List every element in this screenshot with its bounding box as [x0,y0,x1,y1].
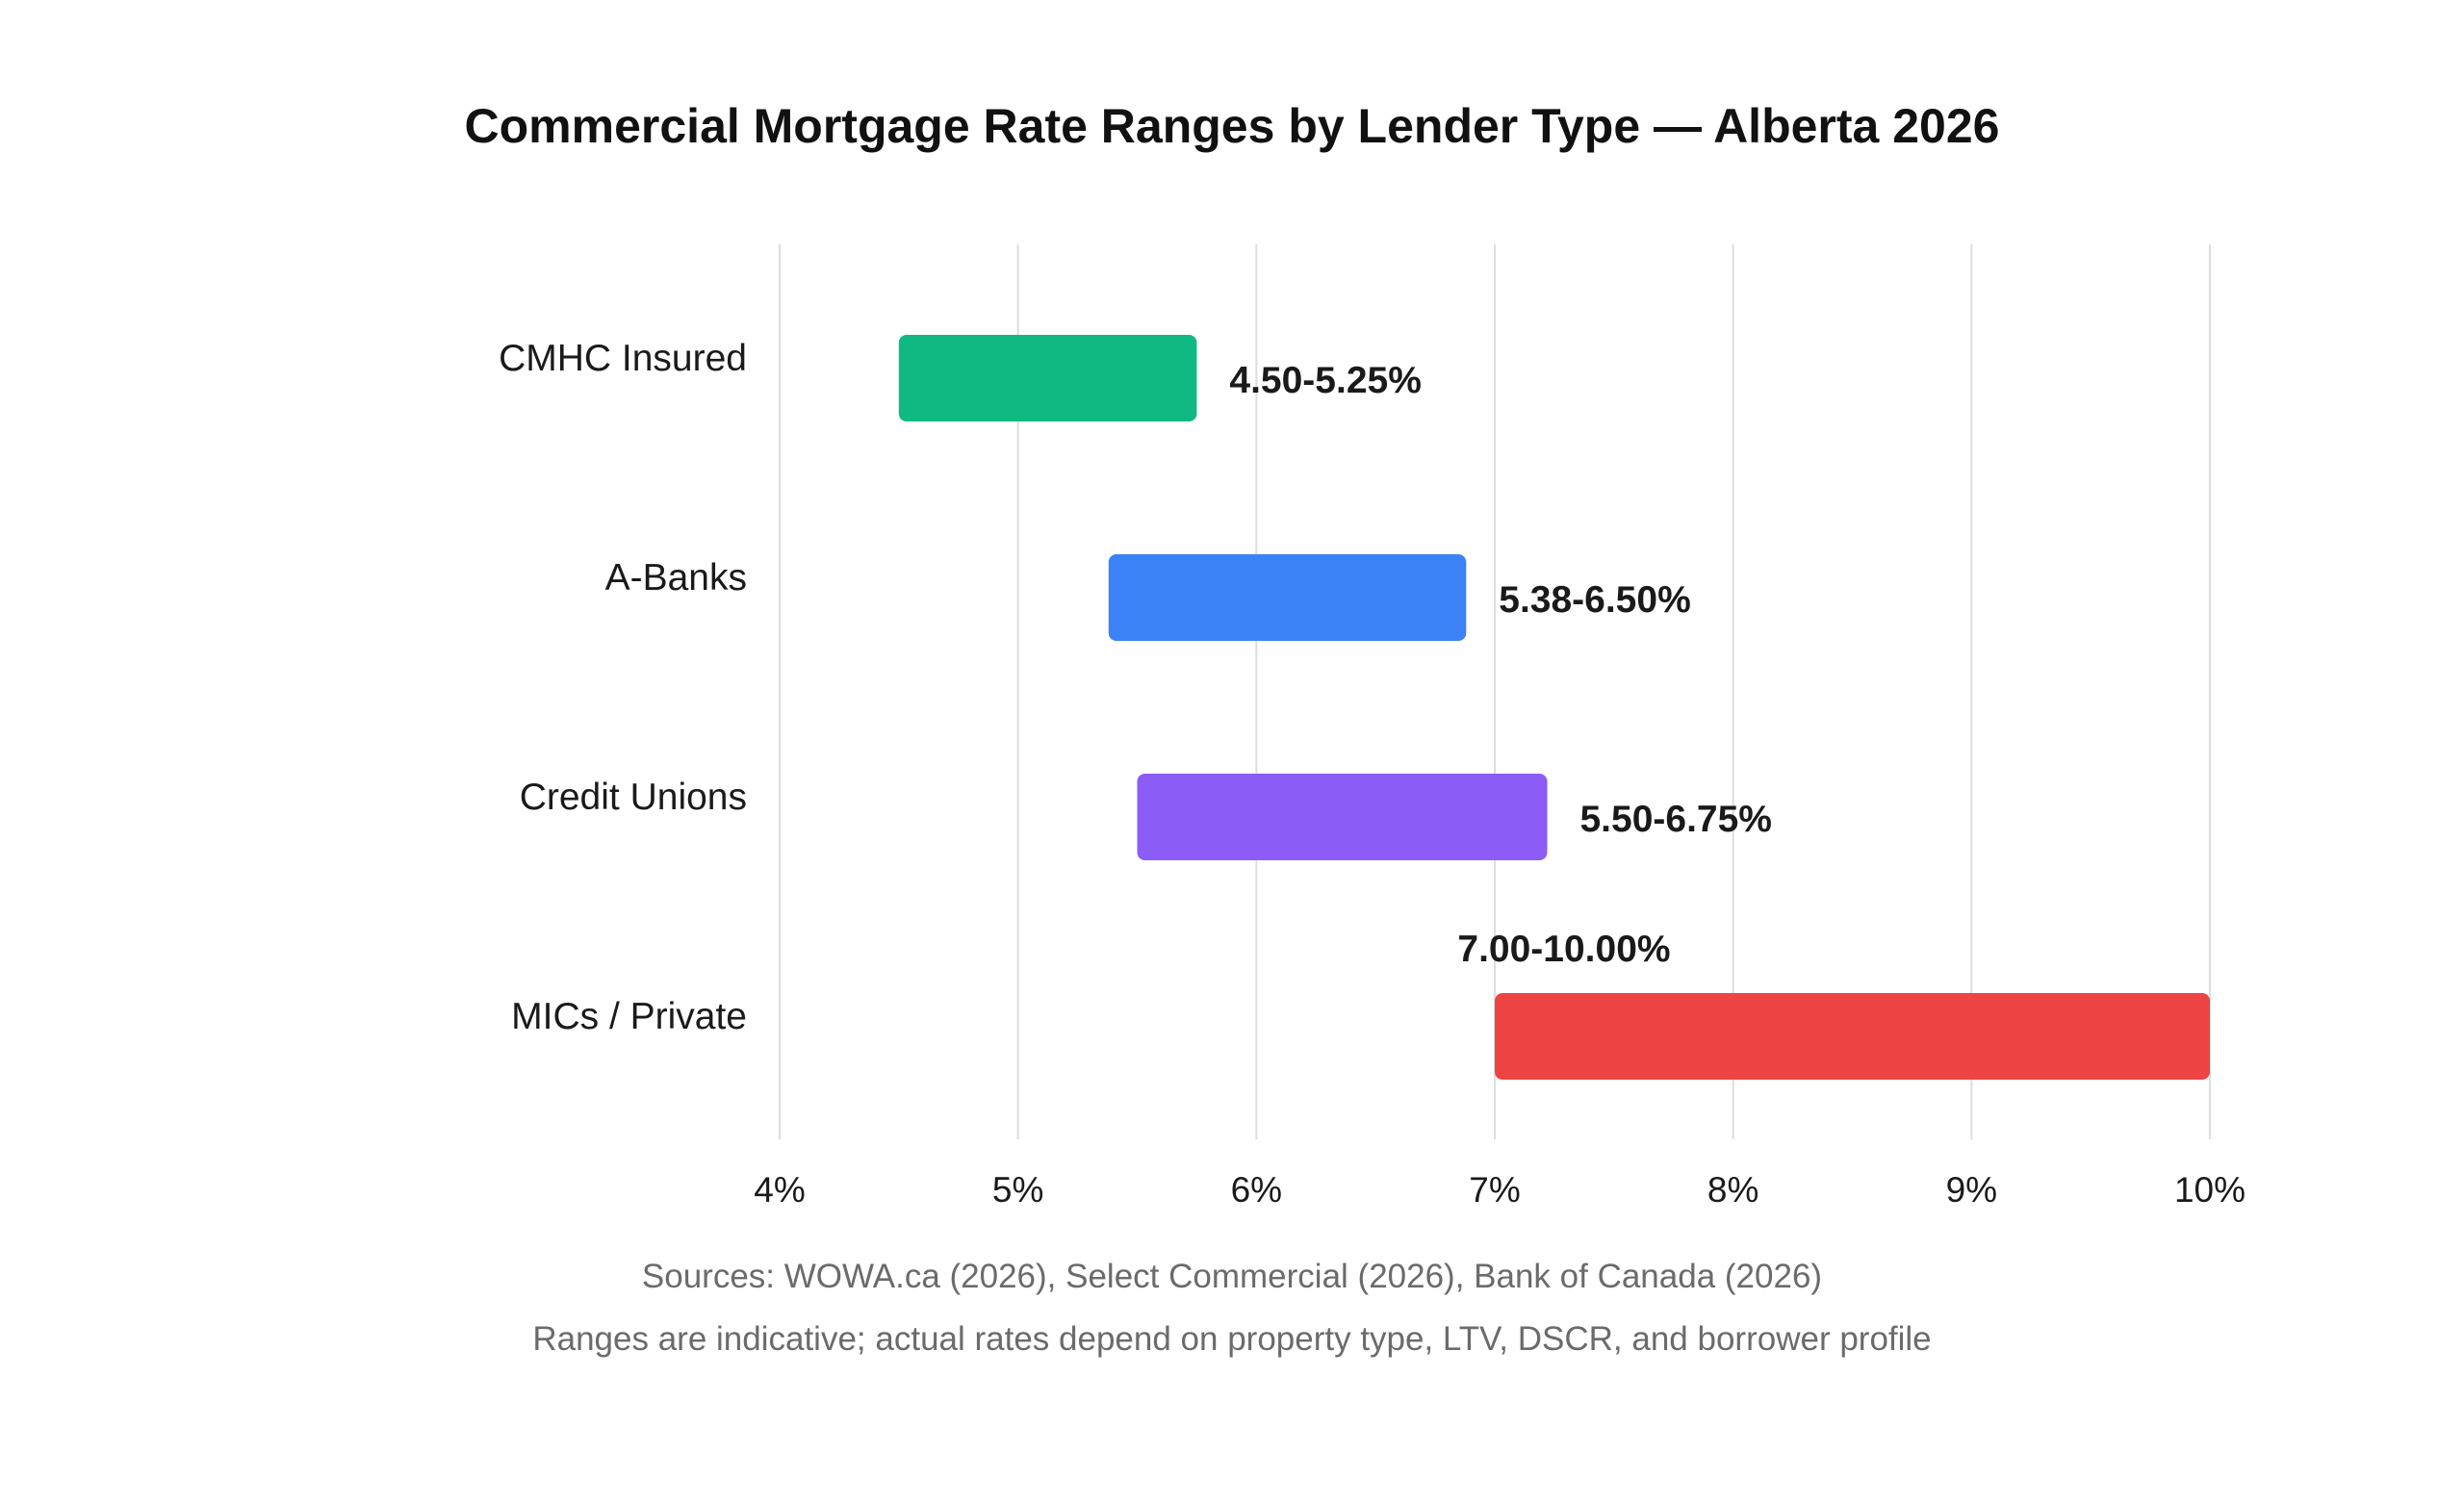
x-tick-label: 7% [1469,1170,1520,1210]
sources-note: Sources: WOWA.ca (2026), Select Commerci… [642,1258,1822,1295]
category-label: Credit Unions [520,777,747,818]
value-label: 5.38-6.50% [1499,579,1690,621]
range-bar [1137,774,1548,860]
value-label: 7.00-10.00% [1457,929,1670,970]
category-label: A-Banks [605,557,747,599]
x-tick-label: 8% [1707,1170,1758,1210]
x-tick-label: 10% [2174,1170,2246,1210]
category-labels: CMHC Insured A-Banks Credit Unions MICs / P… [499,338,747,1037]
value-label: 5.50-6.75% [1579,799,1771,840]
disclaimer-note: Ranges are indicative; actual rates depe… [532,1320,1931,1358]
value-label: 4.50-5.25% [1229,360,1421,401]
x-tick-label: 4% [754,1170,805,1210]
range-bar [1495,993,2210,1080]
range-bar [898,335,1197,421]
bars [898,335,2210,1080]
x-axis-ticks: 4% 5% 6% 7% 8% 9% 10% [754,1170,2246,1210]
x-tick-label: 6% [1231,1170,1282,1210]
range-bar [1108,554,1467,641]
x-tick-label: 5% [992,1170,1043,1210]
chart-title: Commercial Mortgage Rate Ranges by Lende… [465,99,2000,153]
x-tick-label: 9% [1946,1170,1997,1210]
value-labels: 4.50-5.25% 5.38-6.50% 5.50-6.75% 7.00-10.00… [1229,360,1772,970]
category-label: CMHC Insured [499,338,747,379]
category-label: MICs / Private [511,996,747,1037]
